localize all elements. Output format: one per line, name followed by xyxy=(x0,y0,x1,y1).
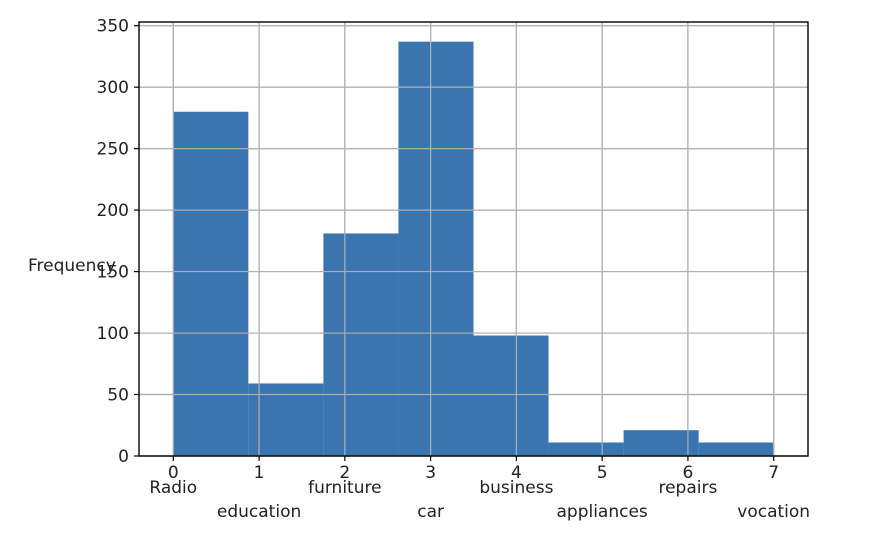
x-tick-label: 0 xyxy=(168,463,179,483)
x-tick-label: 6 xyxy=(683,463,694,483)
histogram-bar xyxy=(248,383,324,456)
y-tick-label: 0 xyxy=(118,447,129,467)
histogram-bar xyxy=(173,111,249,457)
histogram-bar xyxy=(473,335,549,456)
x-tick-label: 5 xyxy=(597,463,608,483)
histogram-bar xyxy=(548,442,624,456)
category-label: vocation xyxy=(737,502,810,522)
y-tick-label: 350 xyxy=(97,17,129,37)
plot-frame xyxy=(138,21,809,457)
histogram-bar xyxy=(323,233,399,456)
x-tick-label: 2 xyxy=(339,463,350,483)
bars xyxy=(139,22,808,457)
y-tick-label: 100 xyxy=(97,324,129,344)
y-tick-label: 200 xyxy=(97,201,129,221)
histogram-bar xyxy=(398,41,474,456)
histogram-bar xyxy=(698,442,774,456)
y-tick-label: 250 xyxy=(97,140,129,160)
y-axis-label: Frequency xyxy=(28,256,116,276)
axis-ticks xyxy=(134,25,775,461)
category-label: repairs xyxy=(658,478,717,498)
category-label: car xyxy=(417,502,444,522)
x-tick-label: 7 xyxy=(768,463,779,483)
x-tick-label: 3 xyxy=(425,463,436,483)
tick-labels: 0 1 2 3 4 5 6 7 0 50 100 150 200 250 300 350 Radio educat… xyxy=(97,17,811,522)
x-tick-label: 1 xyxy=(254,463,265,483)
category-label: Radio xyxy=(149,478,197,498)
category-label: business xyxy=(479,478,553,498)
y-tick-label: 50 xyxy=(107,386,129,406)
y-tick-label: 300 xyxy=(97,78,129,98)
category-label: education xyxy=(217,502,301,522)
histogram-bar xyxy=(623,430,699,456)
category-label: furniture xyxy=(308,478,381,498)
category-label: appliances xyxy=(556,502,647,522)
x-tick-label: 4 xyxy=(511,463,522,483)
y-tick-label: 150 xyxy=(97,263,129,283)
